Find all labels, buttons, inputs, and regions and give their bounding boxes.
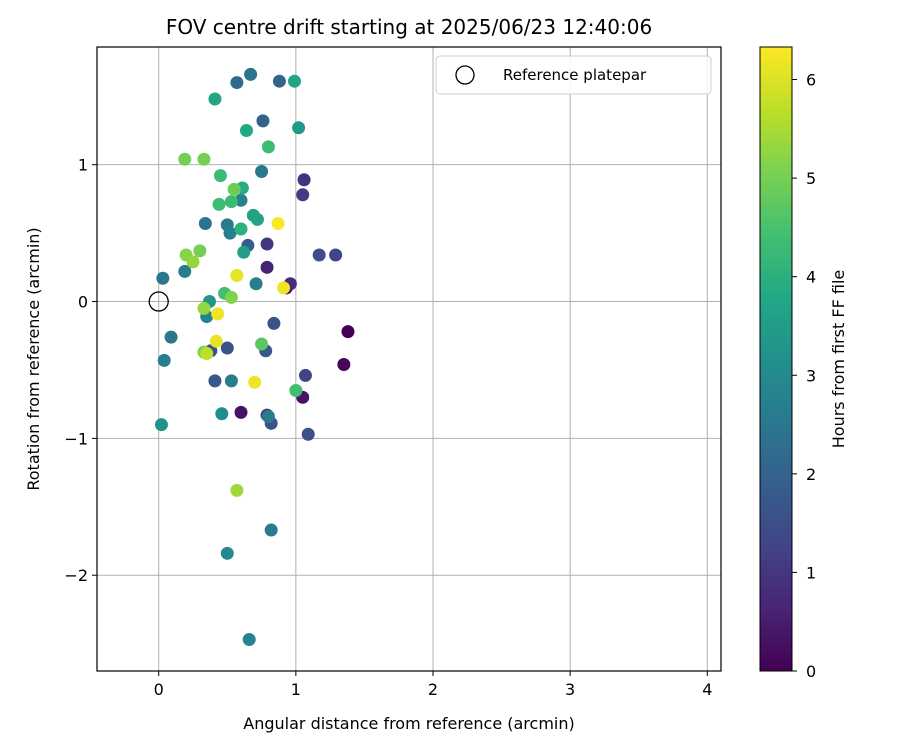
chart-title: FOV centre drift starting at 2025/06/23 …: [166, 15, 652, 39]
legend-box: [435, 55, 712, 95]
colorbar: 0 1 2 3 4 5 6 Hours from first FF file: [759, 46, 848, 681]
scatter-point: [208, 92, 222, 106]
scatter-point: [234, 193, 248, 207]
scatter-point: [178, 264, 192, 278]
scatter-point: [212, 197, 226, 211]
scatter-point: [200, 347, 214, 361]
scatter-point: [224, 195, 238, 209]
y-tick-label: 1: [78, 156, 88, 175]
reference-platepar-marker: [148, 291, 169, 312]
scatter-point: [234, 405, 248, 419]
colorbar-gradient: [759, 46, 793, 672]
scatter-point: [260, 237, 274, 251]
scatter-point: [301, 427, 315, 441]
scatter-point: [289, 383, 303, 397]
scatter-point: [297, 173, 311, 187]
scatter-point: [164, 330, 178, 344]
scatter-point: [271, 217, 285, 231]
scatter-point: [234, 222, 248, 236]
scatter-point: [186, 255, 200, 269]
scatter-point: [224, 290, 238, 304]
x-axis-ticks: 0 1 2 3 4: [154, 671, 712, 699]
scatter-point: [255, 165, 269, 179]
scatter-point: [250, 212, 264, 226]
x-tick-label: 3: [565, 680, 575, 699]
scatter-point: [224, 374, 238, 388]
scatter-point: [230, 76, 244, 90]
scatter-point: [154, 418, 168, 432]
scatter-point: [213, 169, 227, 183]
x-tick-label: 2: [428, 680, 438, 699]
scatter-point: [287, 74, 301, 88]
scatter-point: [157, 353, 171, 367]
scatter-point: [261, 409, 275, 423]
scatter-point: [223, 226, 237, 240]
scatter-point: [208, 374, 222, 388]
scatter-point: [264, 523, 278, 537]
scatter-point: [215, 407, 229, 421]
scatter-point: [239, 123, 253, 137]
scatter-point: [260, 260, 274, 274]
scatter-point: [197, 301, 211, 315]
x-tick-label: 1: [291, 680, 301, 699]
scatter-point: [242, 633, 256, 647]
scatter-points: [148, 67, 355, 647]
scatter-point: [211, 307, 225, 321]
scatter-point: [312, 248, 326, 262]
y-tick-label: −2: [64, 566, 88, 585]
scatter-point: [230, 483, 244, 497]
y-axis-ticks: −2 −1 0 1: [64, 156, 97, 585]
scatter-point: [256, 114, 270, 128]
scatter-point: [220, 546, 234, 560]
scatter-point: [156, 271, 170, 285]
scatter-point: [178, 152, 192, 166]
colorbar-tick-label: 4: [806, 268, 816, 287]
y-axis-label: Rotation from reference (arcmin): [24, 227, 43, 490]
plot-frame: [96, 46, 722, 672]
scatter-point: [292, 121, 306, 135]
y-tick-label: 0: [78, 293, 88, 312]
colorbar-tick-label: 1: [806, 563, 816, 582]
scatter-point: [249, 277, 263, 291]
scatter-point: [341, 325, 355, 339]
scatter-point: [197, 152, 211, 166]
scatter-point: [220, 341, 234, 355]
grid: [97, 47, 721, 671]
scatter-point: [272, 74, 286, 88]
colorbar-tick-label: 5: [806, 169, 816, 188]
scatter-point: [230, 269, 244, 283]
legend-marker: [455, 65, 475, 85]
scatter-point: [298, 368, 312, 382]
scatter-point: [267, 316, 281, 330]
x-tick-label: 4: [702, 680, 712, 699]
scatter-point: [329, 248, 343, 262]
x-axis-label: Angular distance from reference (arcmin): [243, 714, 574, 733]
colorbar-ticks: 0 1 2 3 4 5 6: [792, 71, 816, 681]
legend: Reference platepar: [435, 55, 712, 95]
colorbar-tick-label: 3: [806, 366, 816, 385]
scatter-point: [277, 281, 291, 295]
scatter-point: [337, 357, 351, 371]
scatter-point: [209, 334, 223, 348]
legend-label: Reference platepar: [503, 66, 647, 84]
scatter-point: [198, 217, 212, 231]
scatter-point: [248, 375, 262, 389]
scatter-point: [261, 140, 275, 154]
scatter-point: [244, 67, 258, 81]
scatter-point: [193, 244, 207, 258]
colorbar-label: Hours from first FF file: [829, 270, 848, 449]
y-tick-label: −1: [64, 429, 88, 448]
colorbar-tick-label: 6: [806, 71, 816, 90]
colorbar-tick-label: 2: [806, 465, 816, 484]
x-tick-label: 0: [154, 680, 164, 699]
scatter-point: [296, 188, 310, 202]
colorbar-tick-label: 0: [806, 662, 816, 681]
scatter-point: [227, 182, 241, 196]
scatter-point: [255, 337, 269, 351]
scatter-point: [237, 245, 251, 259]
